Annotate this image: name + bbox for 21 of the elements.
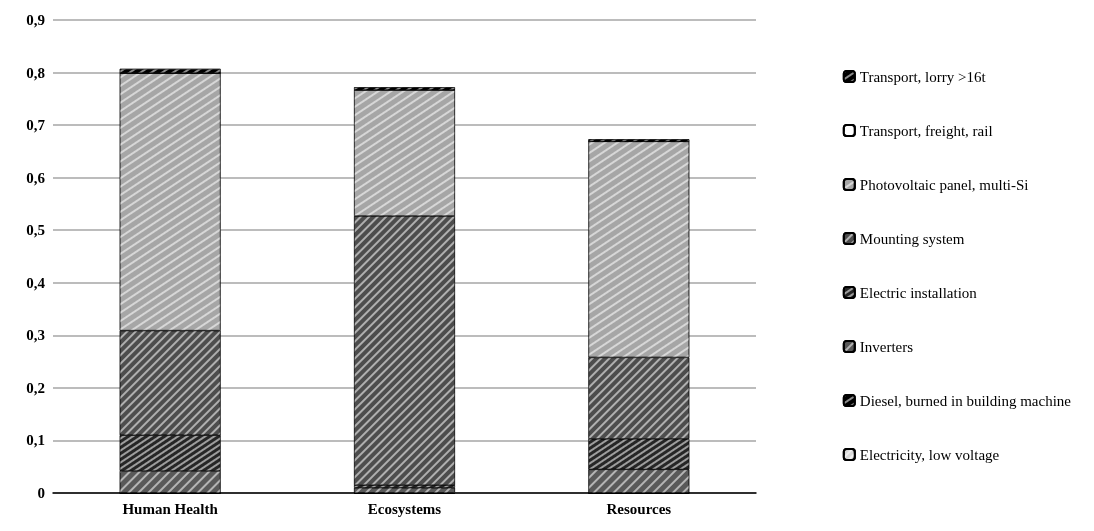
y-tick-label: 0,2 [26,379,45,396]
x-tick-label: Resources [606,500,672,517]
y-tick-label: 0,8 [26,64,45,81]
y-tick-label: 0,1 [26,432,45,449]
y-tick-label: 0,4 [26,274,46,291]
y-tick-label: 0 [37,485,45,501]
legend-label: Diesel, burned in building machine [859,392,1072,409]
x-tick-label: Ecosystems [367,500,442,517]
y-tick-label: 0,3 [26,327,45,344]
y-tick-label: 0,9 [26,12,45,28]
legend-label: Transport, lorry >16t [859,68,987,85]
y-tick-label: 0,6 [26,169,46,186]
legend-label: Electricity, low voltage [859,446,1000,463]
legend-label: Inverters [859,338,914,355]
legend-label: Electric installation [859,284,978,301]
legend-label: Transport, freight, rail [859,122,993,139]
legend-label: Photovoltaic panel, multi-Si [859,176,1029,193]
y-tick-label: 0,7 [26,117,46,134]
y-tick-label: 0,5 [26,222,45,239]
x-tick-label: Human Health [122,500,219,517]
legend-label: Mounting system [859,230,965,247]
